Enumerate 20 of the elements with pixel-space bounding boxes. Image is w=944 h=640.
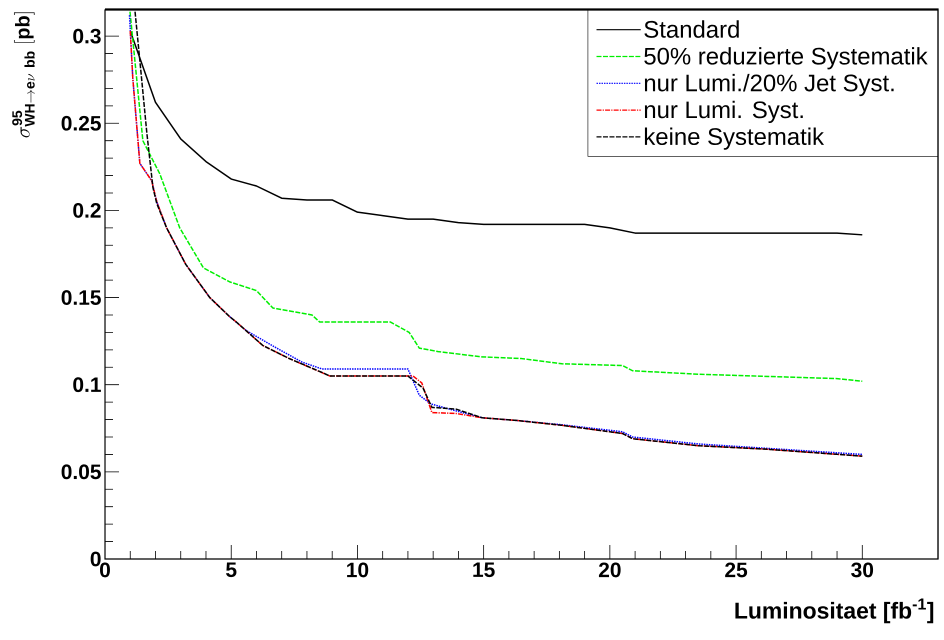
y-tick-label: 0.15	[62, 290, 101, 305]
x-tick-label: 20	[598, 562, 621, 578]
y-axis-title: $\sigma^{\mathbf{95}}_{\mathbf{WH}\rightarrow \mathbf{e}\nu~\mathbf{bb}}~\mathbf{[pb]}$	[12, 12, 35, 138]
x-tick-label: 15	[473, 562, 495, 578]
legend-label: Standard	[644, 20, 739, 38]
y-tick-label: 0.25	[62, 116, 101, 131]
legend-label: nur Lumi. Syst.	[644, 100, 803, 123]
y-tick-label: 0.1	[73, 377, 101, 392]
x-tick-label: 30	[851, 562, 874, 578]
x-tick-label: 25	[725, 562, 748, 578]
y-tick-label: 0.3	[73, 28, 101, 44]
x-axis-title: Luminositaet [fb$^{-1}$]	[735, 598, 934, 624]
legend-label: 50% reduzierte Systematik	[644, 47, 928, 70]
legend-label: keine Systematik	[644, 127, 824, 150]
y-tick-label: 0.05	[62, 464, 101, 480]
y-tick-label: 0.2	[73, 203, 101, 218]
legend-label: nur Lumi./20% Jet Syst.	[644, 74, 894, 96]
x-tick-label: 10	[347, 562, 368, 578]
x-tick-label: 5	[226, 562, 236, 578]
y-tick-label: 0	[90, 552, 101, 566]
